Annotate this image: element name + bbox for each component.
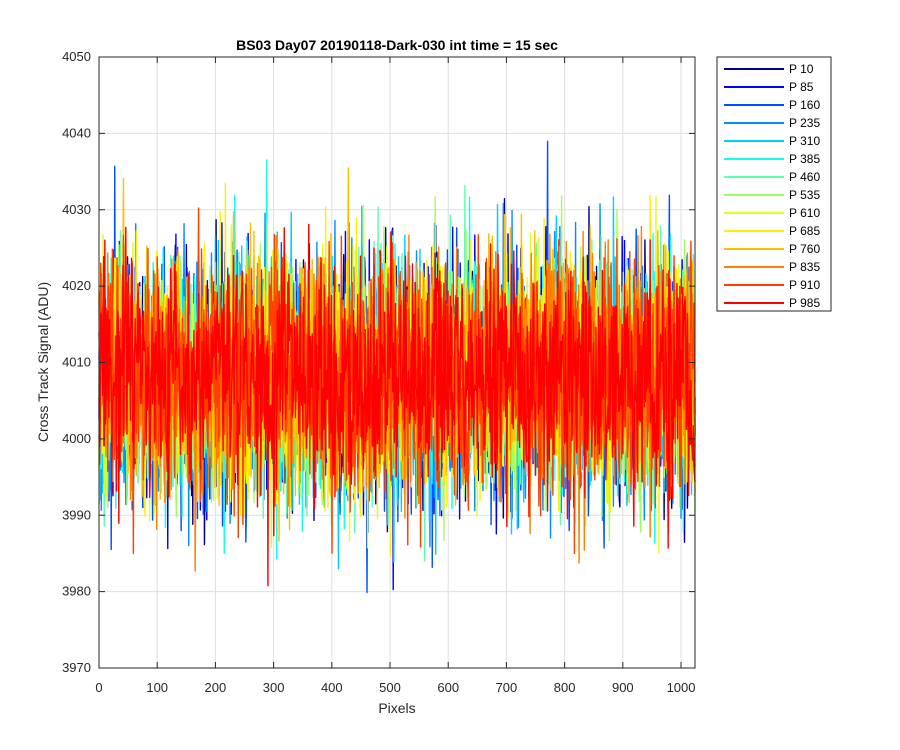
legend-label: P 910 bbox=[789, 278, 820, 292]
legend-item: P 10 bbox=[724, 62, 814, 76]
x-tick-label: 600 bbox=[437, 680, 459, 695]
legend-label: P 835 bbox=[789, 260, 820, 274]
legend-item: P 385 bbox=[724, 152, 820, 166]
y-tick-label: 4050 bbox=[62, 49, 91, 64]
legend-label: P 235 bbox=[789, 116, 820, 130]
axis-ticks: 0 100 200 300 400 500 600 700 800 900 1000 3970 3980… bbox=[62, 49, 695, 695]
legend-label: P 310 bbox=[789, 134, 820, 148]
legend-label: P 460 bbox=[789, 170, 820, 184]
legend-label: P 685 bbox=[789, 224, 820, 238]
series-line bbox=[98, 223, 696, 587]
legend-label: P 85 bbox=[789, 80, 814, 94]
legend-label: P 985 bbox=[789, 296, 820, 310]
legend-item: P 910 bbox=[724, 278, 820, 292]
legend-item: P 310 bbox=[724, 134, 820, 148]
x-tick-label: 400 bbox=[321, 680, 343, 695]
y-tick-label: 3980 bbox=[62, 584, 91, 599]
y-tick-label: 4040 bbox=[62, 125, 91, 140]
legend-label: P 535 bbox=[789, 188, 820, 202]
legend-box bbox=[716, 56, 832, 312]
y-tick-label: 3970 bbox=[62, 660, 91, 675]
y-tick-label: 4000 bbox=[62, 431, 91, 446]
x-tick-label: 0 bbox=[95, 680, 102, 695]
legend: P 10 P 85 P 160 P 235 P 310 P 385 P 460 P 535 P … bbox=[716, 56, 832, 312]
legend-item: P 160 bbox=[724, 98, 820, 112]
x-tick-label: 500 bbox=[379, 680, 401, 695]
y-tick-label: 4010 bbox=[62, 355, 91, 370]
y-tick-label: 4030 bbox=[62, 202, 91, 217]
plot-series-layer bbox=[98, 140, 696, 594]
x-tick-label: 200 bbox=[205, 680, 227, 695]
legend-item: P 610 bbox=[724, 206, 820, 220]
legend-item: P 535 bbox=[724, 188, 820, 202]
y-axis-label: Cross Track Signal (ADU) bbox=[35, 282, 51, 442]
x-tick-label: 900 bbox=[612, 680, 634, 695]
x-tick-label: 100 bbox=[146, 680, 168, 695]
legend-item: P 460 bbox=[724, 170, 820, 184]
x-tick-label: 1000 bbox=[667, 680, 696, 695]
legend-label: P 385 bbox=[789, 152, 820, 166]
legend-item: P 985 bbox=[724, 296, 820, 310]
legend-item: P 685 bbox=[724, 224, 820, 238]
x-axis-label: Pixels bbox=[378, 700, 415, 716]
y-tick-label: 3990 bbox=[62, 507, 91, 522]
chart-title: BS03 Day07 20190118-Dark-030 int time = … bbox=[236, 37, 558, 53]
legend-item: P 760 bbox=[724, 242, 820, 256]
legend-label: P 610 bbox=[789, 206, 820, 220]
x-tick-label: 800 bbox=[554, 680, 576, 695]
legend-item: P 85 bbox=[724, 80, 814, 94]
legend-label: P 760 bbox=[789, 242, 820, 256]
legend-item: P 835 bbox=[724, 260, 820, 274]
x-tick-label: 700 bbox=[496, 680, 518, 695]
legend-label: P 10 bbox=[789, 62, 814, 76]
legend-label: P 160 bbox=[789, 98, 820, 112]
y-tick-label: 4020 bbox=[62, 278, 91, 293]
x-tick-label: 300 bbox=[263, 680, 285, 695]
legend-item: P 235 bbox=[724, 116, 820, 130]
